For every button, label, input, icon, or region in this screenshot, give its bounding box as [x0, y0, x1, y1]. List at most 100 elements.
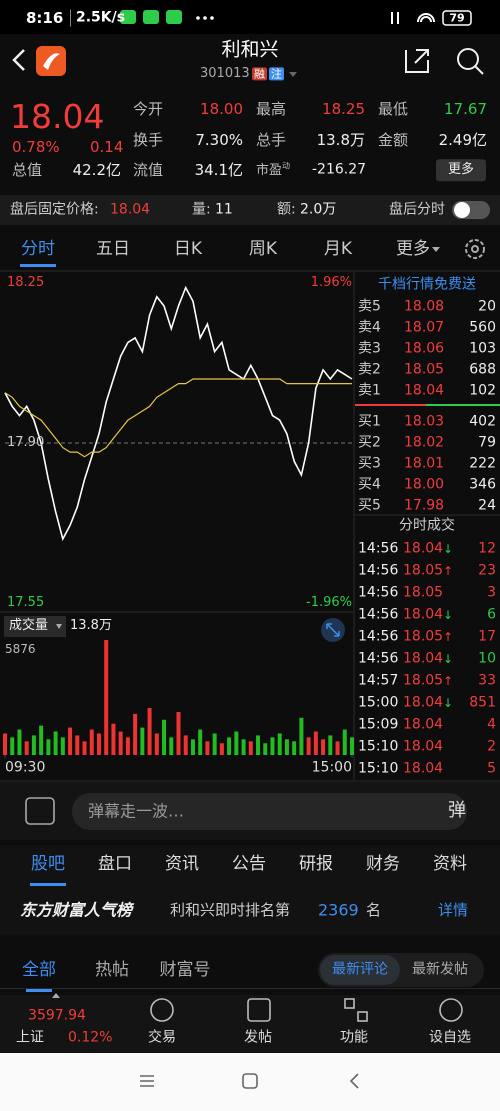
after-hours-band	[0, 195, 500, 225]
ranking-suffix: 名	[366, 901, 382, 919]
nav-bar	[0, 1053, 500, 1111]
dot	[196, 16, 200, 20]
settings-button[interactable]	[465, 239, 485, 259]
dropdown-caret	[289, 72, 297, 77]
stat-label: 最低	[378, 100, 409, 118]
trade-volume: 4	[487, 716, 496, 733]
comment-placeholder[interactable]: 弹幕走一波…	[88, 801, 185, 821]
volume-bar	[75, 735, 80, 755]
chart-tab[interactable]: 周K	[248, 238, 278, 259]
section-tab[interactable]: 研报	[299, 853, 333, 874]
stat-value: 2.49亿	[438, 131, 487, 149]
menu-icon[interactable]	[25, 797, 55, 825]
section-tab[interactable]: 资讯	[165, 853, 199, 874]
trade-volume: 851	[469, 694, 496, 711]
book-volume: 24	[478, 497, 496, 514]
average-line	[4, 378, 352, 458]
book-volume: 79	[478, 434, 496, 451]
app-icon	[143, 10, 159, 24]
nav-back[interactable]	[349, 1073, 359, 1089]
section-underline	[30, 883, 66, 886]
section-tab[interactable]: 财务	[366, 853, 400, 874]
section-tab[interactable]: 盘口	[98, 853, 132, 874]
change: 0.14	[90, 138, 124, 156]
share-button[interactable]	[405, 49, 429, 73]
action-button[interactable]: 交易	[148, 1029, 176, 1046]
trade-price: 18.04	[403, 760, 444, 777]
volume-bar	[190, 739, 195, 755]
after-hours-price: 18.04	[110, 201, 151, 218]
trade-arrow: ↓	[443, 607, 454, 622]
danmaku-button[interactable]: 弹	[448, 800, 466, 822]
feed-tab[interactable]: 热帖	[95, 959, 129, 980]
index-change: 0.12%	[68, 1029, 113, 1046]
trade-price: 18.04	[403, 694, 444, 711]
book-volume: 103	[469, 340, 496, 357]
volume-bar	[31, 735, 36, 755]
last-price: 18.04	[10, 97, 105, 137]
trade-time: 14:56	[358, 584, 399, 601]
action-button[interactable]: 设自选	[429, 1029, 471, 1046]
func-icon	[344, 998, 355, 1009]
ranking-brand: 东方财富人气榜	[20, 900, 133, 920]
chart-tab[interactable]: 日K	[173, 238, 203, 259]
stat-value: 13.8万	[316, 131, 365, 149]
ranking-link[interactable]: 详情	[438, 901, 469, 919]
chart-tab[interactable]: 更多	[396, 238, 430, 259]
expand-icon	[326, 623, 340, 637]
volume-bar	[24, 741, 29, 755]
section-tab[interactable]: 公告	[232, 853, 266, 874]
action-button[interactable]: 功能	[340, 1029, 368, 1046]
stat-value: 18.00	[200, 100, 243, 118]
sort-tab[interactable]: 最新评论	[332, 961, 388, 978]
trade-price: 18.04	[403, 738, 444, 755]
feed-tab[interactable]: 财富号	[159, 959, 211, 980]
volume-bar	[299, 717, 304, 755]
battery-level: 79	[449, 11, 465, 25]
dot	[210, 16, 214, 20]
trade-arrow: ↓	[443, 541, 454, 556]
status-bar	[0, 0, 500, 34]
section-tab[interactable]: 资料	[433, 853, 467, 874]
func-icon	[357, 1011, 368, 1022]
trade-time: 15:00	[358, 694, 399, 711]
trade-price: 18.05	[403, 562, 444, 579]
y2-tick-label: -1.96%	[306, 595, 352, 611]
nav-menu[interactable]	[140, 1075, 154, 1087]
chart-tab[interactable]: 五日	[96, 238, 130, 259]
volume-selector[interactable]	[4, 616, 66, 637]
volume-bar	[284, 739, 289, 755]
stat-value: 42.2亿	[72, 161, 121, 179]
up-caret	[52, 993, 60, 998]
book-volume: 222	[469, 455, 496, 472]
stat-label: 市盈动	[256, 161, 291, 178]
sort-tab-active[interactable]	[320, 955, 400, 985]
more-button[interactable]: 更多	[435, 159, 487, 181]
nav-home[interactable]	[242, 1073, 258, 1089]
after-hours-toggle-label: 盘后分时	[389, 201, 445, 218]
volume-bar	[313, 731, 318, 755]
comment-input[interactable]	[72, 793, 467, 830]
search-button[interactable]	[457, 48, 479, 70]
stock-name: 利和兴	[221, 38, 279, 61]
volume-bar	[350, 737, 354, 755]
dropdown-caret	[432, 247, 440, 252]
chart-tab[interactable]: 分时	[21, 238, 55, 259]
volume-bar	[342, 729, 347, 755]
action-button[interactable]: 发帖	[244, 1029, 272, 1046]
stat-value: 17.67	[444, 100, 487, 118]
stat-label: 换手	[133, 131, 164, 149]
trade-volume: 33	[478, 672, 496, 689]
trade-price: 18.05	[403, 672, 444, 689]
chart-tab[interactable]: 月K	[323, 238, 353, 259]
section-tab[interactable]: 股吧	[31, 853, 65, 874]
feed-tab[interactable]: 全部	[22, 959, 56, 980]
book-label: 卖4	[358, 319, 381, 336]
settings-center	[471, 245, 479, 253]
after-hours-amount: 2.0万	[300, 201, 337, 218]
back-button[interactable]	[12, 49, 25, 71]
toggle-knob	[454, 202, 470, 218]
book-label: 买3	[358, 455, 381, 472]
trade-icon	[150, 998, 174, 1022]
sort-tab[interactable]: 最新发帖	[412, 961, 468, 978]
